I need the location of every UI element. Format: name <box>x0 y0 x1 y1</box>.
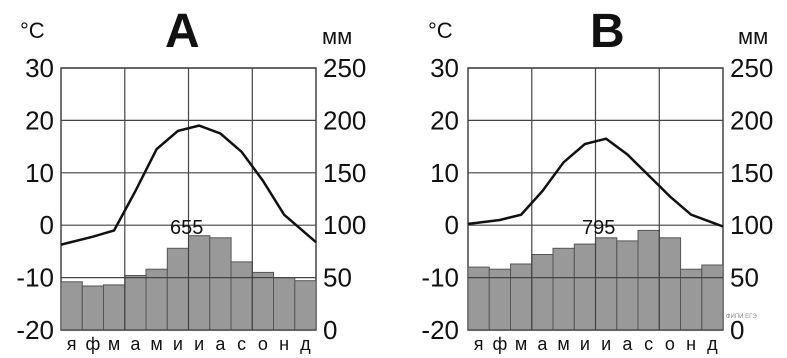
precip-tick-a-1: 250 <box>323 53 366 83</box>
precip-bar-a-3 <box>103 284 126 331</box>
precip-bar-a-7 <box>188 235 211 331</box>
temp-tick-b-2: 20 <box>430 105 459 135</box>
precip-tick-a-6: 0 <box>323 315 337 345</box>
month-label-b-4: а <box>537 334 548 354</box>
month-label-b-12: д <box>707 334 718 354</box>
month-label-b-6: и <box>580 334 590 354</box>
month-label-a-3: м <box>108 334 120 354</box>
month-label-b-8: а <box>622 334 633 354</box>
month-label-a-7: и <box>194 334 204 354</box>
month-label-b-7: и <box>601 334 611 354</box>
temp-ticks-a: 30 20 10 0 -10 -20 <box>16 53 54 345</box>
month-label-b-5: м <box>557 334 569 354</box>
month-label-a-4: а <box>130 334 141 354</box>
month-label-a-6: и <box>173 334 183 354</box>
precip-tick-b-4: 100 <box>730 210 773 240</box>
month-label-a-10: о <box>258 334 268 354</box>
month-label-a-1: я <box>67 334 77 354</box>
precip-bar-a-5 <box>145 268 168 331</box>
precip-bar-b-3 <box>510 263 533 331</box>
temp-tick-a-2: 20 <box>25 105 54 135</box>
precip-unit-label-a: мм <box>322 24 352 49</box>
precip-bar-a-11 <box>273 277 296 331</box>
precip-bar-a-6 <box>166 247 190 331</box>
watermark: ФИПИ ЕГЭ <box>726 314 757 320</box>
annual-precip-b: 795 <box>582 217 615 239</box>
precip-bar-b-1 <box>467 266 490 331</box>
grid-a <box>61 67 316 331</box>
grid-b <box>468 67 723 331</box>
temp-ticks-b: 30 20 10 0 -10 -20 <box>421 53 459 345</box>
temp-tick-b-4: 0 <box>445 210 459 240</box>
precip-tick-a-2: 200 <box>323 105 366 135</box>
precip-bar-b-11 <box>680 268 703 331</box>
month-label-a-2: ф <box>85 334 100 354</box>
temp-tick-b-3: 10 <box>430 158 459 188</box>
month-label-a-8: а <box>215 334 226 354</box>
month-label-b-11: н <box>686 334 696 354</box>
month-label-a-11: н <box>279 334 289 354</box>
precip-tick-b-1: 250 <box>730 53 773 83</box>
temp-tick-b-1: 30 <box>430 53 459 83</box>
precip-bars-a <box>60 235 317 331</box>
precip-bars-b <box>467 229 724 331</box>
month-label-b-10: о <box>665 334 675 354</box>
annual-precip-a: 655 <box>170 217 203 239</box>
precip-tick-a-3: 150 <box>323 158 366 188</box>
month-label-a-12: д <box>300 334 311 354</box>
month-label-a-9: с <box>237 334 246 354</box>
precip-bar-b-4 <box>531 254 554 331</box>
month-label-b-1: я <box>474 334 484 354</box>
precip-tick-b-2: 200 <box>730 105 773 135</box>
precip-tick-b-6: 0 <box>730 315 744 345</box>
temp-tick-a-1: 30 <box>25 53 54 83</box>
temp-unit-label-b: °С <box>428 18 453 43</box>
precip-bar-a-1 <box>60 281 83 331</box>
precip-bar-b-7 <box>595 237 618 331</box>
temperature-line-b <box>467 137 724 228</box>
precip-ticks-a: 250 200 150 100 50 0 <box>323 53 366 345</box>
precip-bar-b-10 <box>658 237 682 331</box>
precip-tick-b-5: 50 <box>730 263 759 293</box>
month-label-a-5: м <box>150 334 162 354</box>
precip-bar-a-8 <box>209 237 232 331</box>
chart-title-a: А <box>165 5 200 58</box>
temp-tick-a-4: 0 <box>40 210 54 240</box>
precip-tick-a-5: 50 <box>323 263 352 293</box>
precip-bar-a-10 <box>251 271 275 331</box>
precip-bar-b-2 <box>488 268 512 331</box>
temp-tick-b-5: -10 <box>421 263 459 293</box>
precip-ticks-b: 250 200 150 100 50 0 <box>730 53 773 345</box>
precip-unit-label-b: мм <box>738 24 768 49</box>
temp-tick-a-5: -10 <box>16 263 54 293</box>
temperature-line-a <box>60 124 317 246</box>
chart-title-b: В <box>590 5 625 58</box>
precip-bar-b-9 <box>637 229 660 331</box>
precip-bar-a-4 <box>124 275 147 331</box>
temp-tick-a-3: 10 <box>25 158 54 188</box>
precip-bar-b-5 <box>552 247 575 331</box>
month-label-b-2: ф <box>492 334 507 354</box>
precip-bar-a-12 <box>294 280 317 331</box>
precip-bar-b-6 <box>573 243 597 331</box>
precip-bar-b-12 <box>701 264 724 331</box>
month-label-b-9: с <box>644 334 653 354</box>
temp-unit-label-a: °С <box>20 18 45 43</box>
temp-tick-a-6: -20 <box>16 315 54 345</box>
temp-tick-b-6: -20 <box>421 315 459 345</box>
precip-tick-a-4: 100 <box>323 210 366 240</box>
month-label-b-3: м <box>515 334 527 354</box>
precip-bar-a-9 <box>230 261 253 331</box>
precip-tick-b-3: 150 <box>730 158 773 188</box>
precip-bar-a-2 <box>81 285 105 331</box>
precip-bar-b-8 <box>616 240 639 331</box>
